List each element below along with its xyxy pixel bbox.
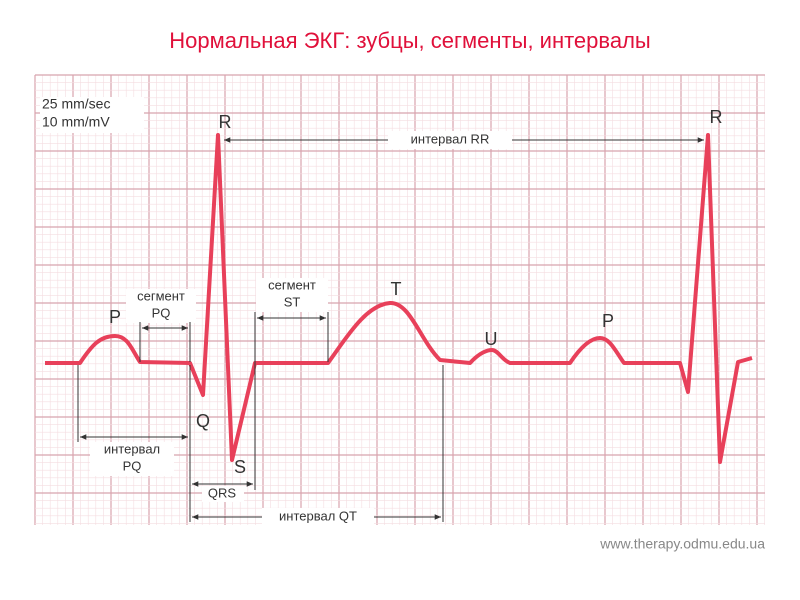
pq-seg-label: PQ — [152, 305, 171, 320]
pq-seg-label: сегмент — [137, 288, 185, 303]
source: www.therapy.odmu.edu.ua — [599, 536, 765, 552]
gain: 10 mm/mV — [42, 114, 110, 130]
wave-label: T — [391, 279, 402, 299]
wave-label: S — [234, 457, 246, 477]
wave-label: Q — [196, 411, 210, 431]
pq-int-label: интервал — [104, 441, 160, 456]
annotations: 25 mm/sec 10 mm/mV интервал RR сегмент P… — [40, 96, 723, 526]
rr-label: интервал RR — [411, 131, 490, 146]
qt-label: интервал QT — [279, 508, 357, 523]
ecg-trace — [45, 133, 753, 464]
wave-label: P — [109, 307, 121, 327]
wave-label: R — [219, 112, 232, 132]
st-seg-label: ST — [284, 294, 301, 309]
speed: 25 mm/sec — [42, 96, 110, 112]
title: Нормальная ЭКГ: зубцы, сегменты, интерва… — [169, 28, 650, 53]
pq-int-label: PQ — [123, 458, 142, 473]
wave-label: P — [602, 311, 614, 331]
wave-label: U — [485, 329, 498, 349]
st-seg-label: сегмент — [268, 277, 316, 292]
qrs-label: QRS — [208, 485, 237, 500]
wave-label: R — [710, 107, 723, 127]
